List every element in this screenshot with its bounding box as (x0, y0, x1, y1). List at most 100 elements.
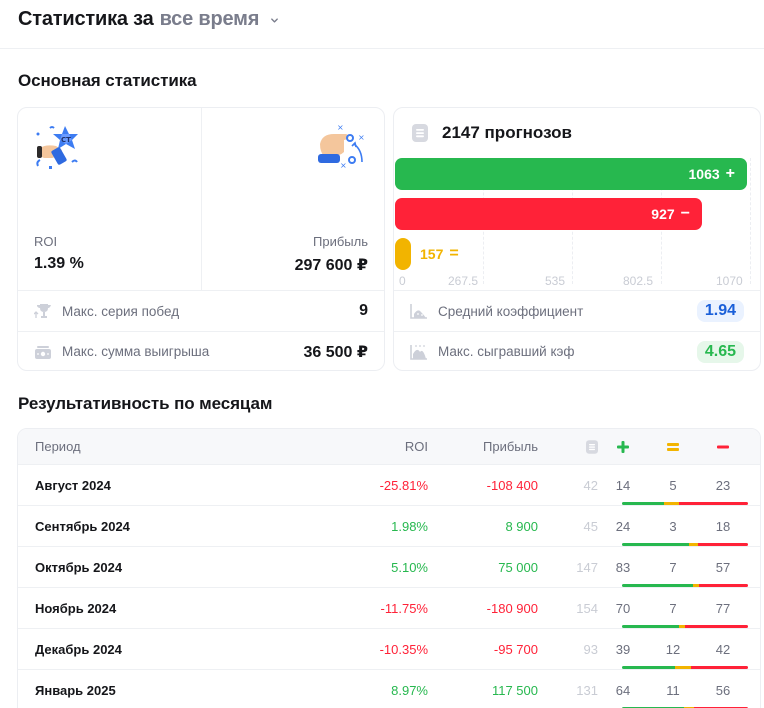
result-split-bar (622, 543, 748, 546)
split-losses (699, 584, 748, 587)
equals-icon (667, 442, 679, 451)
cell-draws: 7 (669, 559, 677, 575)
split-draws (663, 502, 679, 505)
page-title-prefix: Статистика за (18, 7, 154, 30)
document-icon (412, 124, 428, 142)
cell-period: Сентябрь 2024 (35, 518, 130, 534)
split-wins (622, 543, 690, 546)
forecasts-title: 2147 прогнозов (442, 123, 572, 142)
cell-total: 93 (583, 641, 598, 657)
period-selector-label: все время (159, 7, 260, 30)
kpi-profit-label: Прибыль (313, 234, 368, 249)
cell-profit: -108 400 (486, 477, 538, 493)
equals-icon: = (449, 245, 459, 262)
avg-odds-badge: 1.94 (696, 300, 744, 322)
tactics-hand-illustration: × × × (318, 123, 365, 170)
chevron-down-icon (270, 17, 278, 23)
cell-losses: 57 (715, 559, 731, 575)
plus-icon (617, 440, 629, 453)
kpi-roi-label: ROI (34, 234, 58, 249)
cell-losses: 42 (715, 641, 731, 657)
table-row[interactable]: Ноябрь 2024 -11.75% -180 900 154 70 7 77 (18, 587, 760, 628)
stat-row-avg-odds: Средний коэффициент 1.94 (394, 291, 760, 331)
monthly-title: Результативность по месяцам (18, 394, 273, 413)
page-title: Статистика за все время (18, 6, 279, 32)
stat-row-max-win-streak: Макс. серия побед 9 (18, 291, 384, 331)
cell-roi: 5.10% (391, 559, 428, 575)
grid-line (750, 158, 751, 284)
minus-icon (717, 445, 729, 448)
kpi-profit: × × × Прибыль 297 600 ₽ (200, 108, 385, 290)
col-draws[interactable] (648, 442, 698, 452)
split-wins (622, 584, 694, 587)
cell-draws: 12 (665, 641, 681, 657)
cell-draws: 3 (669, 518, 677, 534)
kpi-profit-value: 297 600 ₽ (294, 257, 368, 274)
cell-losses: 56 (715, 682, 731, 698)
kpi-roi: CT ROI 1.39 % (18, 108, 201, 290)
x-tick: 535 (545, 274, 566, 288)
stat-label: Макс. сыгравший кэф (438, 344, 575, 359)
stat-value: 9 (359, 302, 368, 319)
x-tick: 802.5 (623, 274, 654, 288)
main-stats-card: CT ROI 1.39 % × × × (17, 107, 385, 371)
col-total[interactable] (538, 439, 598, 454)
cell-profit: -180 900 (486, 600, 538, 616)
split-wins (622, 666, 675, 669)
col-roi[interactable]: ROI (404, 439, 428, 454)
result-split-bar (622, 502, 748, 505)
forecasts-bar-chart: 1063 + 927 − 157 = 0 267.5 535 802.5 107… (394, 156, 760, 288)
split-losses (678, 502, 748, 505)
minus-icon: − (680, 205, 690, 222)
col-profit[interactable]: Прибыль (483, 439, 538, 454)
stat-label: Макс. сумма выигрыша (62, 344, 210, 359)
svg-text:×: × (337, 123, 344, 132)
cell-period: Октябрь 2024 (35, 559, 123, 575)
bar-draws[interactable] (395, 238, 411, 270)
cell-profit: 75 000 (498, 559, 538, 575)
cell-roi: -11.75% (380, 600, 428, 616)
split-wins (622, 625, 680, 628)
chart-peak-icon (410, 344, 427, 360)
table-row[interactable]: Сентябрь 2024 1.98% 8 900 45 24 3 18 (18, 505, 760, 546)
plus-icon: + (725, 165, 735, 182)
col-losses[interactable] (698, 445, 748, 449)
svg-text:×: × (340, 161, 347, 170)
cell-total: 45 (583, 518, 598, 534)
cell-period: Август 2024 (35, 477, 111, 493)
split-draws (689, 543, 698, 546)
split-wins (622, 502, 664, 505)
table-row[interactable]: Январь 2025 8.97% 117 500 131 64 11 56 (18, 669, 760, 708)
bar-draws-value: 157 (420, 246, 444, 262)
result-split-bar (622, 666, 748, 669)
chart-area-icon (410, 304, 427, 319)
table-row[interactable]: Декабрь 2024 -10.35% -95 700 93 39 12 42 (18, 628, 760, 669)
cell-total: 154 (576, 600, 598, 616)
cell-profit: 8 900 (505, 518, 538, 534)
cell-roi: -25.81% (379, 477, 428, 493)
bar-losses-value: 927 (651, 206, 675, 222)
stat-row-max-win-amount: Макс. сумма выигрыша 36 500 ₽ (18, 331, 384, 370)
cell-wins: 83 (615, 559, 631, 575)
bar-wins[interactable]: 1063 + (395, 158, 747, 190)
cell-losses: 18 (715, 518, 731, 534)
stat-value: 36 500 ₽ (303, 343, 368, 361)
x-tick: 267.5 (448, 274, 479, 288)
split-draws (674, 666, 692, 669)
cell-wins: 70 (615, 600, 631, 616)
cell-profit: -95 700 (493, 641, 538, 657)
cell-wins: 64 (615, 682, 631, 698)
bar-losses[interactable]: 927 − (395, 198, 702, 230)
period-selector[interactable]: все время (160, 8, 279, 31)
monthly-table: Период ROI Прибыль Август 2024 -25.81% -10… (17, 428, 761, 708)
col-period[interactable]: Период (35, 439, 81, 454)
col-wins[interactable] (598, 440, 648, 453)
table-row[interactable]: Октябрь 2024 5.10% 75 000 147 83 7 57 (18, 546, 760, 587)
cell-profit: 117 500 (491, 682, 538, 698)
x-tick: 1070 (716, 274, 743, 288)
table-row[interactable]: Август 2024 -25.81% -108 400 42 14 5 23 (18, 464, 760, 505)
cell-period: Декабрь 2024 (35, 641, 122, 657)
cell-wins: 39 (615, 641, 631, 657)
split-losses (697, 543, 748, 546)
x-tick: 0 (399, 274, 406, 288)
